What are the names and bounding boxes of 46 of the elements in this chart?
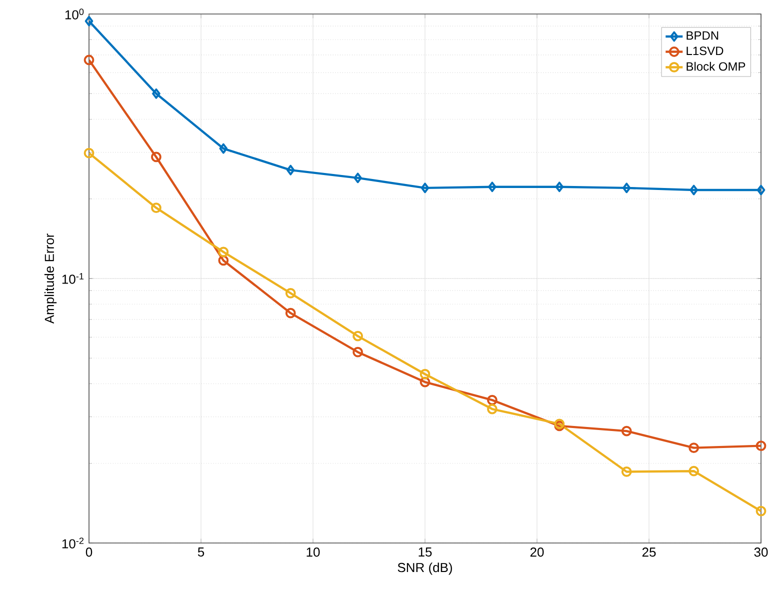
x-tick-label: 15	[418, 548, 432, 557]
y-tick-label: 10$^{-2}$	[62, 538, 84, 548]
point	[420, 376, 430, 388]
legend-label: BPDN	[686, 31, 718, 40]
point	[756, 506, 766, 516]
point	[621, 466, 632, 477]
point	[84, 54, 94, 66]
point	[688, 466, 700, 476]
point	[488, 182, 496, 192]
point	[285, 288, 296, 298]
point	[84, 148, 94, 158]
point	[352, 346, 364, 358]
point	[756, 440, 766, 452]
point	[420, 368, 430, 380]
point	[84, 16, 94, 26]
x-tick-label: 20	[530, 548, 544, 557]
point	[621, 426, 632, 436]
point	[286, 164, 295, 176]
point	[555, 182, 564, 192]
x-tick-label: 5	[198, 548, 204, 557]
legend-label: L1SVD	[686, 46, 724, 56]
x-axis-title: SNR (dB)	[398, 562, 452, 575]
point	[219, 143, 228, 154]
legend-label: Block OMP	[686, 62, 746, 71]
x-tick-label: 30	[754, 548, 768, 557]
point	[756, 184, 766, 196]
x-tick-label: 25	[642, 548, 656, 557]
point	[218, 246, 229, 258]
point	[218, 255, 229, 266]
x-tick-label: 10	[306, 548, 320, 557]
x-tick-label: 0	[86, 548, 92, 557]
y-tick-label: 10$^{-1}$	[62, 273, 84, 284]
point	[487, 404, 498, 414]
y-tick-label: 10$^{0}$	[65, 8, 84, 20]
point	[487, 394, 498, 406]
point	[352, 330, 364, 342]
point	[354, 172, 362, 184]
point	[688, 442, 700, 454]
point	[285, 308, 296, 318]
point	[622, 182, 631, 194]
point	[152, 88, 160, 99]
point	[420, 182, 430, 194]
y-axis-title: Amplitude Error	[44, 234, 57, 324]
point	[690, 184, 698, 196]
point	[151, 152, 162, 162]
point	[151, 202, 162, 214]
